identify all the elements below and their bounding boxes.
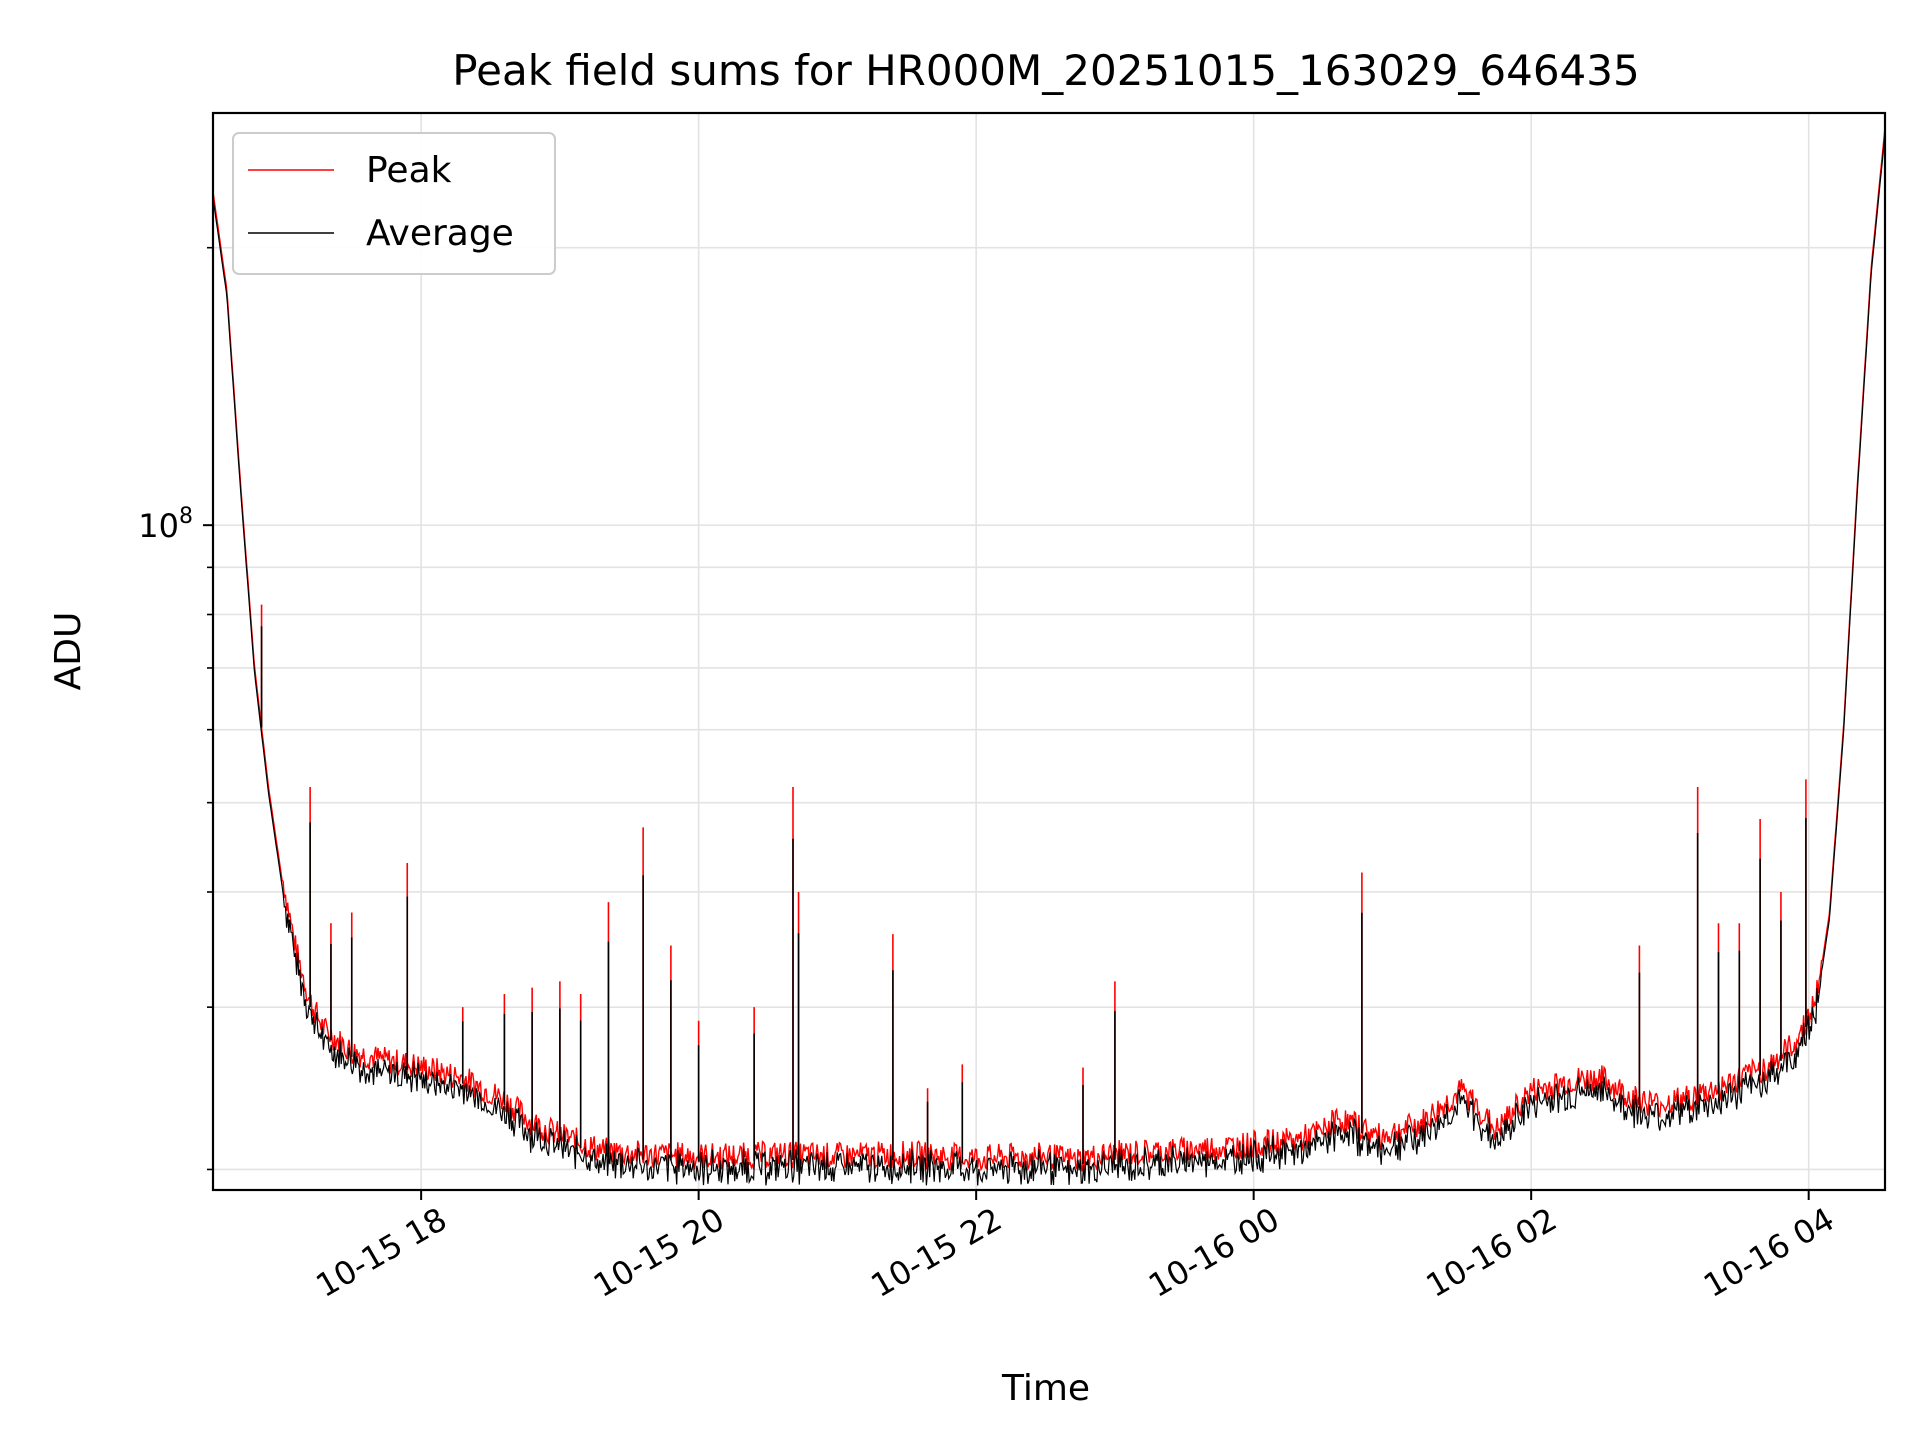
y-tick-label: 108 bbox=[138, 504, 193, 545]
series-peak-line bbox=[212, 127, 1886, 1172]
legend-box bbox=[232, 132, 556, 275]
plot-area bbox=[212, 127, 1886, 1186]
plot-frame bbox=[211, 111, 1887, 1192]
series-average-line bbox=[212, 133, 1886, 1186]
legend-label-peak: Peak bbox=[366, 150, 452, 191]
chart-title: Peak field sums for HR000M_20251015_1630… bbox=[452, 46, 1639, 95]
legend: Peak Average bbox=[232, 132, 556, 275]
y-axis-label: ADU bbox=[48, 612, 89, 691]
grid bbox=[213, 113, 1885, 1190]
legend-label-average: Average bbox=[366, 213, 514, 254]
x-axis-label: Time bbox=[1001, 1368, 1090, 1409]
